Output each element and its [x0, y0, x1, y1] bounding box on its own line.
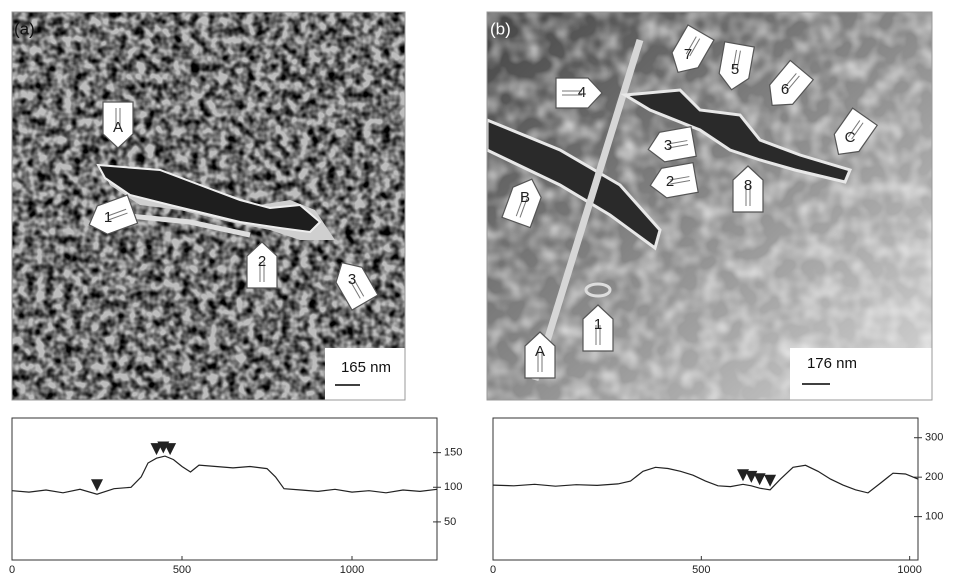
x-tick-label: 500 — [173, 564, 191, 576]
y-tick-label: 300 — [925, 432, 943, 444]
arrow-marker: 6 — [769, 59, 815, 106]
arrow-label: 1 — [104, 209, 112, 226]
arrow-shaft — [851, 122, 864, 140]
arrow-label: 2 — [258, 253, 266, 270]
arrow-shaft — [783, 73, 797, 90]
profile-line — [492, 464, 919, 494]
y-tick-label: 150 — [444, 447, 462, 459]
arrow-shaft — [669, 176, 690, 181]
arrow-shaft — [353, 278, 365, 297]
arrow-shape — [833, 107, 879, 156]
arrow-shaft — [107, 208, 127, 217]
arrow-label: 8 — [744, 177, 752, 194]
x-tick-label: 500 — [692, 564, 710, 576]
profile-marker — [91, 479, 103, 492]
y-tick-label: 100 — [444, 481, 462, 493]
arrow-label: B — [520, 189, 530, 206]
arrow-shaft — [786, 75, 800, 92]
arrow-shaft — [847, 120, 861, 138]
arrow-shaft — [732, 49, 737, 70]
x-tick-label: 0 — [490, 564, 496, 576]
arrow-label: 5 — [731, 61, 739, 78]
arrow-shaft — [736, 50, 741, 71]
arrow-marker: A — [524, 331, 556, 379]
arrow-shape — [246, 241, 278, 289]
arrow-shape — [769, 59, 815, 106]
arrow-shaft — [689, 38, 701, 57]
profile-marker — [737, 469, 749, 482]
profile-frame — [11, 417, 438, 561]
y-tick-label: 100 — [925, 511, 943, 523]
arrow-label: C — [845, 129, 856, 146]
x-tick-label: 1000 — [340, 564, 364, 576]
arrow-label: 1 — [594, 316, 602, 333]
profile-marker — [150, 443, 163, 456]
arrow-marker: 2 — [649, 162, 699, 199]
arrow-shaft — [668, 144, 689, 149]
arrow-marker: 1 — [582, 304, 614, 352]
x-tick-label: 0 — [9, 564, 15, 576]
arrow-marker: A — [102, 101, 134, 149]
y-tick-label: 200 — [925, 471, 943, 483]
arrow-shaft — [685, 36, 697, 55]
profile-marker — [764, 474, 777, 487]
arrow-label: 7 — [684, 46, 692, 63]
panel-label: (a) — [14, 19, 35, 38]
arrow-shape — [732, 165, 764, 213]
profile-line — [11, 455, 438, 495]
arrow-label: 4 — [578, 84, 586, 101]
profile-marker — [164, 443, 177, 456]
arrow-shaft — [515, 197, 524, 217]
arrow-label: A — [535, 343, 545, 360]
arrow-shape — [102, 101, 134, 149]
arrow-shaft — [519, 198, 528, 218]
arrow-marker: 3 — [647, 126, 697, 163]
arrow-shaft — [667, 140, 688, 145]
arrow-shaft — [108, 212, 128, 221]
arrow-marker: 8 — [732, 165, 764, 213]
image-frame — [11, 11, 406, 401]
image-b — [487, 12, 932, 400]
profile-marker — [753, 473, 766, 486]
arrow-label: 2 — [666, 173, 674, 190]
image-frame — [486, 11, 933, 401]
image-a — [12, 12, 405, 400]
arrow-label: 6 — [781, 81, 789, 98]
arrow-shaft — [670, 180, 691, 185]
arrow-shape — [524, 331, 556, 379]
arrow-shape — [647, 126, 697, 163]
arrow-marker: 3 — [335, 261, 379, 311]
arrow-marker: B — [501, 178, 542, 229]
panel-label: (b) — [490, 19, 511, 38]
arrow-shape — [501, 178, 542, 229]
profile-frame — [492, 417, 919, 561]
arrow-shape — [582, 304, 614, 352]
arrow-shape — [555, 77, 603, 109]
arrow-shape — [671, 24, 715, 74]
arrow-label: A — [113, 119, 123, 136]
arrow-shape — [335, 261, 379, 311]
y-tick-label: 50 — [444, 516, 456, 528]
arrow-marker: C — [833, 107, 879, 156]
x-tick-label: 1000 — [897, 564, 921, 576]
scale-bar-label: 176 nm — [807, 355, 857, 372]
arrow-label: 3 — [664, 137, 672, 154]
arrow-shaft — [349, 280, 361, 299]
arrow-label: 3 — [348, 271, 356, 288]
arrow-shape — [88, 194, 139, 235]
arrow-shape — [718, 41, 755, 91]
arrow-marker: 2 — [246, 241, 278, 289]
scale-bar-label: 165 nm — [341, 359, 391, 376]
arrow-marker: 5 — [718, 41, 755, 91]
arrow-marker: 7 — [671, 24, 715, 74]
arrow-shape — [649, 162, 699, 199]
arrow-marker: 1 — [88, 194, 139, 235]
arrow-marker: 4 — [555, 77, 603, 109]
